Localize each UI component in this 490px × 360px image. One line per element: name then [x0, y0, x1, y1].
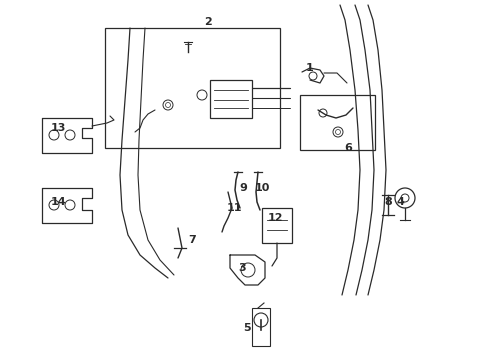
- Text: 8: 8: [384, 197, 392, 207]
- Text: 14: 14: [50, 197, 66, 207]
- Text: 7: 7: [188, 235, 196, 245]
- Text: 2: 2: [204, 17, 212, 27]
- Bar: [105, 28, 280, 148]
- Text: 12: 12: [267, 213, 283, 223]
- Text: 6: 6: [344, 143, 352, 153]
- Bar: [262, 208, 292, 243]
- Bar: [210, 80, 252, 118]
- Text: 13: 13: [50, 123, 66, 133]
- Text: 11: 11: [226, 203, 242, 213]
- Bar: [300, 95, 375, 150]
- Text: 5: 5: [243, 323, 251, 333]
- Text: 9: 9: [239, 183, 247, 193]
- Text: 3: 3: [238, 263, 246, 273]
- Text: 4: 4: [396, 197, 404, 207]
- Bar: [252, 308, 270, 346]
- Text: 10: 10: [254, 183, 270, 193]
- Text: 1: 1: [306, 63, 314, 73]
